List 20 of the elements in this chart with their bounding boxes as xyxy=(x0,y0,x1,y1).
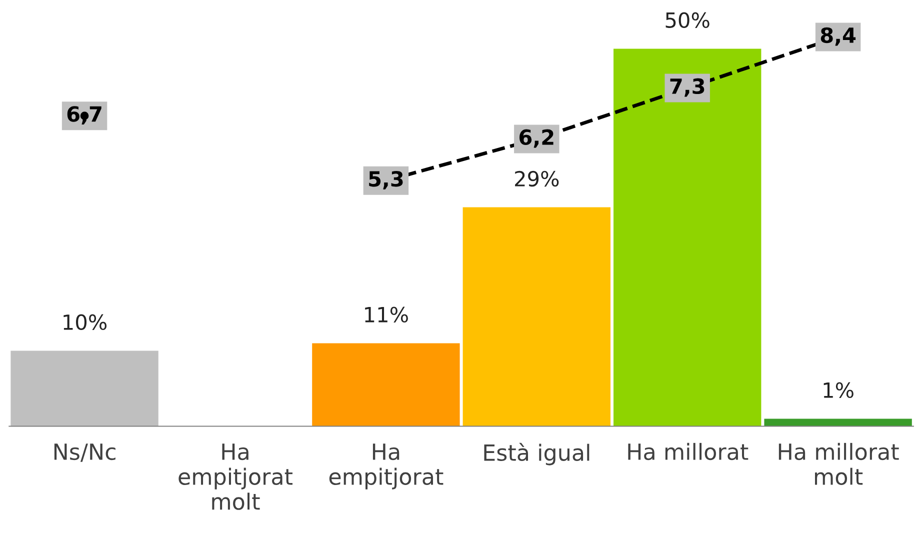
bar xyxy=(764,418,912,426)
data-label: 29% xyxy=(515,170,559,187)
x-tick-label: Ha millorat xyxy=(628,442,748,460)
x-tick-label: Ha empitjorat xyxy=(329,444,444,490)
bar xyxy=(462,207,610,426)
data-label: 5,3 xyxy=(369,170,403,190)
bar xyxy=(312,343,460,426)
bar xyxy=(10,350,158,426)
data-label: 11% xyxy=(365,306,408,322)
x-tick-label: Ha empitjorat molt xyxy=(178,444,292,510)
x-tick-label: Ns/Nc xyxy=(54,444,116,462)
data-label: 10% xyxy=(64,314,107,330)
data-label: 6,2 xyxy=(519,129,554,148)
data-label: 1% xyxy=(824,382,854,398)
data-label: 50% xyxy=(666,12,710,28)
bar xyxy=(614,48,762,426)
x-tick-label: Està igual xyxy=(484,442,590,466)
x-tick-label: Ha millorat molt xyxy=(778,442,899,486)
data-label: 7,3 xyxy=(670,78,704,97)
data-label: 8,4 xyxy=(820,27,856,46)
